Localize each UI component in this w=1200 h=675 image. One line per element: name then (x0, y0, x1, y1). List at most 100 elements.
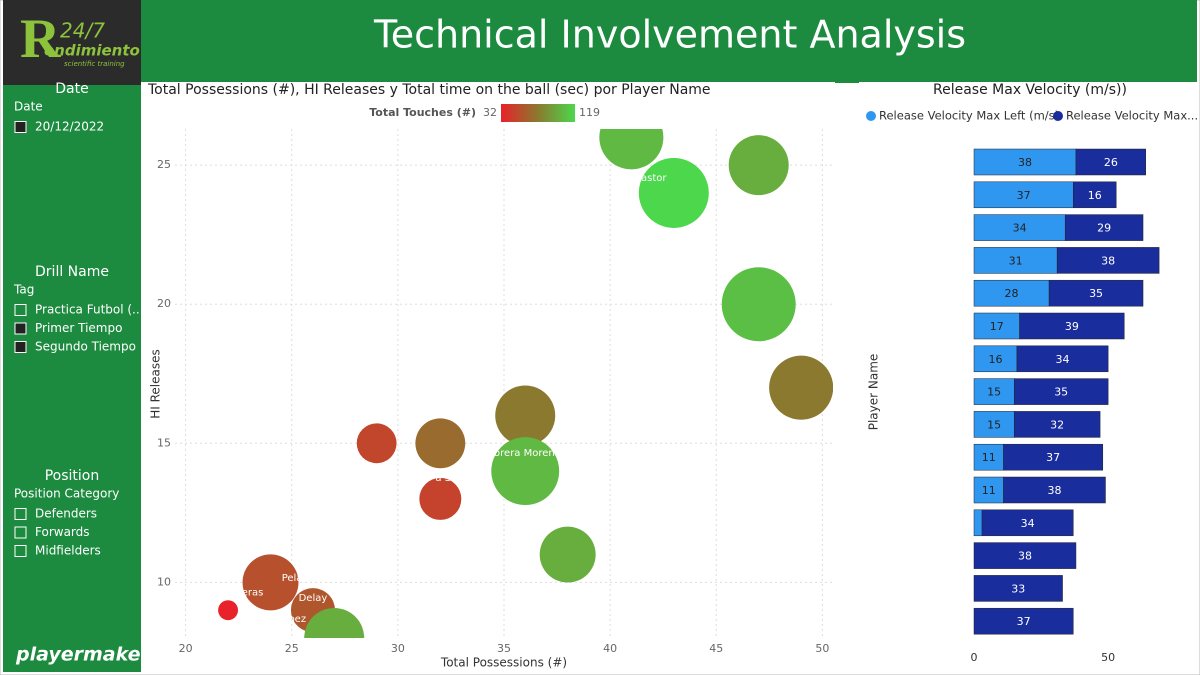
filter-option[interactable]: Segundo Tiempo (35, 340, 136, 354)
x-tick-label: 50 (815, 642, 829, 655)
point-label: astor (641, 173, 667, 184)
bar-segment (1003, 443, 1104, 471)
bar-value-label: 15 (987, 418, 1001, 431)
bubble (242, 554, 299, 611)
checkbox[interactable] (14, 526, 27, 539)
bar-value-label: 26 (1104, 156, 1118, 169)
x-tick-label: 20 (179, 642, 193, 655)
bubble (304, 608, 365, 638)
bar-segment (1019, 312, 1125, 340)
bar-segment (973, 148, 1077, 176)
y-axis-label: Player Name (867, 354, 881, 431)
legend-swatch (1053, 111, 1063, 121)
y-tick-label: 10 (157, 575, 171, 588)
bubble (539, 526, 596, 583)
color-legend-title: Total Touches (#) (369, 106, 476, 119)
bar-value-label: 37 (1017, 189, 1031, 202)
footer-brand: playermaker (15, 644, 151, 666)
checkbox[interactable] (14, 545, 27, 557)
bar-segment (973, 312, 1020, 340)
bar-value-label: 15 (987, 386, 1001, 399)
bar-segment (973, 607, 1074, 635)
bubble (218, 600, 239, 621)
filter-title: Date (55, 81, 88, 97)
bar-segment (973, 181, 1074, 209)
bar-segment (973, 214, 1066, 241)
bubble (599, 129, 664, 170)
logo-mark: R (20, 8, 61, 70)
bar-value-label: 38 (1018, 550, 1032, 563)
bar-segment (1056, 247, 1160, 274)
bubble (495, 385, 556, 446)
bar-segment (1073, 181, 1117, 209)
bubble (356, 423, 397, 464)
x-tick-label: 35 (497, 642, 511, 655)
color-legend-min: 32 (483, 106, 497, 119)
bar-segment (973, 476, 1004, 504)
bar-segment (973, 247, 1058, 274)
checkbox[interactable] (14, 304, 27, 316)
filter-option[interactable]: Midfielders (35, 544, 101, 558)
bar-value-label: 38 (1047, 484, 1061, 497)
bubble (491, 437, 560, 506)
bar-value-label: 11 (982, 451, 996, 464)
bubble (415, 418, 466, 469)
checkbox[interactable] (14, 508, 27, 520)
bar-value-label: 39 (1065, 320, 1079, 333)
point-label: pez (288, 614, 306, 625)
bar-segment (1064, 214, 1144, 241)
bubble (419, 477, 462, 520)
bar-segment (1013, 411, 1101, 438)
logo-top: 24/7 (60, 19, 105, 43)
chart-title: Release Max Velocity (m/s)) (933, 82, 1127, 98)
checkbox[interactable] (14, 121, 27, 133)
bubble (769, 355, 833, 420)
filter-option[interactable]: Forwards (35, 525, 90, 539)
bar-value-label: 34 (1056, 353, 1070, 366)
bar-value-label: 38 (1101, 254, 1115, 267)
filter-option[interactable]: 20/12/2022 (35, 120, 104, 134)
filter-title: Position (45, 468, 100, 484)
bar-value-label: 31 (1009, 254, 1023, 267)
bubble (638, 157, 709, 228)
chart-title: Total Possessions (#), HI Releases y Tot… (147, 82, 711, 98)
bar-value-label: 16 (988, 353, 1002, 366)
checkbox[interactable] (14, 341, 27, 353)
color-legend-max: 119 (579, 106, 600, 119)
bar-segment (973, 443, 1004, 471)
filter-option[interactable]: Defenders (35, 507, 97, 521)
filter-field: Position Category (14, 487, 119, 501)
bar-segment (973, 575, 1063, 602)
filter-option[interactable]: Primer Tiempo (35, 321, 122, 335)
logo-box (3, 0, 141, 85)
checkbox[interactable] (14, 322, 27, 335)
bar-segment (973, 411, 1015, 438)
y-axis-label: HI Releases (149, 349, 163, 419)
bar-value-label: 17 (990, 320, 1004, 333)
filter-option[interactable]: Practica Futbol (... (35, 303, 144, 317)
x-tick-label: 50 (1101, 651, 1115, 664)
bar-value-label: 29 (1097, 222, 1111, 235)
bar-segment (1013, 378, 1109, 405)
x-tick-label: 0 (971, 651, 978, 664)
bubble (721, 267, 796, 342)
bar-segment (973, 345, 1018, 373)
point-label: Delay (299, 593, 328, 604)
point-label: eras (242, 587, 264, 598)
point-label: Pela (282, 573, 303, 584)
color-legend-bar (501, 104, 575, 122)
bar-value-label: 35 (1089, 287, 1103, 300)
header-tab (835, 78, 859, 83)
page-title: Technical Involvement Analysis (373, 13, 966, 57)
legend-label: Release Velocity Max... (1066, 109, 1198, 123)
bar-value-label: 28 (1005, 287, 1019, 300)
x-tick-label: 25 (285, 642, 299, 655)
legend-swatch (866, 111, 876, 121)
point-label: a Sa (435, 473, 457, 484)
logo-tagline: scientific training (64, 60, 125, 68)
bar-value-label: 34 (1013, 222, 1027, 235)
x-axis-label: Total Possessions (#) (440, 656, 567, 670)
plot-area: astor abrera Moren a Sa eras Delay Pela pez (218, 129, 833, 638)
x-tick-label: 40 (603, 642, 617, 655)
logo-word: endimiento (44, 42, 140, 60)
